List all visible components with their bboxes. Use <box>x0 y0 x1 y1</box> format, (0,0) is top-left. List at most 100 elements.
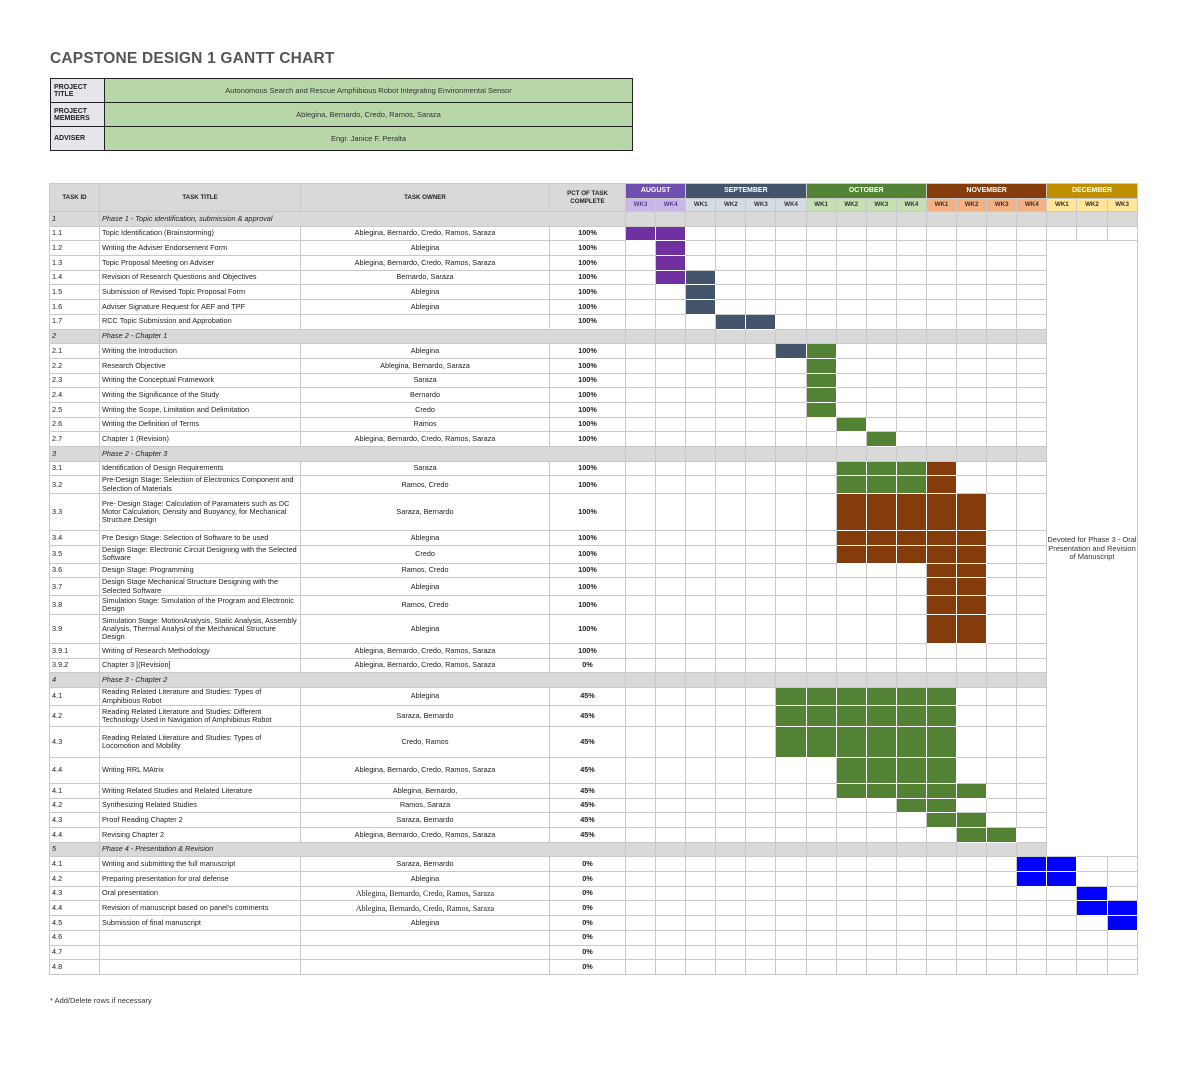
timeline-cell[interactable] <box>865 446 897 462</box>
gantt-bar[interactable] <box>835 475 867 495</box>
timeline-cell[interactable] <box>835 401 867 418</box>
timeline-cell[interactable] <box>685 643 717 659</box>
timeline-cell[interactable] <box>1016 577 1048 597</box>
task-owner[interactable]: Credo <box>300 401 550 418</box>
gantt-bar[interactable] <box>865 460 897 477</box>
gantt-bar[interactable] <box>805 725 837 758</box>
timeline-cell[interactable] <box>685 255 717 271</box>
gantt-bar[interactable] <box>865 493 897 532</box>
timeline-cell[interactable] <box>925 372 958 389</box>
timeline-cell[interactable] <box>655 614 687 645</box>
timeline-cell[interactable] <box>895 211 927 227</box>
timeline-cell[interactable] <box>986 595 1018 616</box>
gantt-bar[interactable] <box>925 614 958 645</box>
timeline-cell[interactable] <box>925 313 958 330</box>
timeline-cell[interactable] <box>925 929 958 946</box>
timeline-cell[interactable] <box>1016 372 1048 389</box>
timeline-cell[interactable] <box>745 959 777 975</box>
timeline-cell[interactable] <box>925 240 958 257</box>
timeline-cell[interactable] <box>986 530 1018 546</box>
timeline-cell[interactable] <box>895 643 927 659</box>
task-owner[interactable]: Saraza <box>300 460 550 477</box>
timeline-cell[interactable] <box>925 856 958 873</box>
timeline-cell[interactable] <box>685 211 717 227</box>
task-title[interactable]: Pre Design Stage: Selection of Software … <box>99 530 301 546</box>
pct-complete[interactable]: 100% <box>549 240 626 257</box>
timeline-cell[interactable] <box>865 284 897 301</box>
timeline-cell[interactable] <box>865 929 897 946</box>
gantt-bar[interactable] <box>956 595 988 616</box>
timeline-cell[interactable] <box>655 446 687 462</box>
timeline-cell[interactable] <box>805 475 837 495</box>
timeline-cell[interactable] <box>715 372 747 389</box>
gantt-bar[interactable] <box>685 269 717 286</box>
timeline-cell[interactable] <box>986 614 1018 645</box>
timeline-cell[interactable] <box>1016 343 1048 359</box>
timeline-cell[interactable] <box>1016 827 1048 843</box>
timeline-cell[interactable] <box>775 595 807 616</box>
timeline-cell[interactable] <box>895 446 927 462</box>
timeline-cell[interactable] <box>986 475 1018 495</box>
pct-complete[interactable]: 0% <box>549 900 626 917</box>
timeline-cell[interactable] <box>1016 240 1048 257</box>
timeline-cell[interactable] <box>835 284 867 301</box>
task-title[interactable]: Topic Proposal Meeting on Adviser <box>99 255 301 271</box>
task-title[interactable]: Identification of Design Requirements <box>99 460 301 477</box>
info-value[interactable]: Autonomous Search and Rescue Amphibious … <box>104 78 633 103</box>
timeline-cell[interactable] <box>685 687 717 706</box>
gantt-bar[interactable] <box>835 756 867 784</box>
timeline-cell[interactable] <box>624 704 657 727</box>
timeline-cell[interactable] <box>1106 211 1138 227</box>
timeline-cell[interactable] <box>685 595 717 616</box>
timeline-cell[interactable] <box>1016 959 1048 975</box>
timeline-cell[interactable] <box>805 797 837 814</box>
timeline-cell[interactable] <box>715 446 747 462</box>
timeline-cell[interactable] <box>685 240 717 257</box>
gantt-bar[interactable] <box>925 475 958 495</box>
gantt-bar[interactable] <box>956 493 988 532</box>
timeline-cell[interactable] <box>715 614 747 645</box>
gantt-bar[interactable] <box>655 225 687 242</box>
timeline-cell[interactable] <box>655 725 687 758</box>
gantt-bar[interactable] <box>835 460 867 477</box>
timeline-cell[interactable] <box>986 756 1018 784</box>
timeline-cell[interactable] <box>745 595 777 616</box>
timeline-cell[interactable] <box>986 225 1018 242</box>
timeline-cell[interactable] <box>925 343 958 359</box>
timeline-cell[interactable] <box>835 812 867 828</box>
timeline-cell[interactable] <box>986 211 1018 227</box>
timeline-cell[interactable] <box>986 797 1018 814</box>
timeline-cell[interactable] <box>925 387 958 403</box>
timeline-cell[interactable] <box>925 225 958 242</box>
timeline-cell[interactable] <box>805 460 837 477</box>
timeline-cell[interactable] <box>1016 687 1048 706</box>
timeline-cell[interactable] <box>624 915 657 931</box>
timeline-cell[interactable] <box>745 929 777 946</box>
timeline-cell[interactable] <box>655 284 687 301</box>
timeline-cell[interactable] <box>925 211 958 227</box>
timeline-cell[interactable] <box>655 756 687 784</box>
timeline-cell[interactable] <box>624 493 657 532</box>
timeline-cell[interactable] <box>775 562 807 579</box>
timeline-cell[interactable] <box>685 544 717 564</box>
timeline-cell[interactable] <box>956 657 988 674</box>
timeline-cell[interactable] <box>865 885 897 902</box>
timeline-cell[interactable] <box>745 797 777 814</box>
task-owner[interactable]: Ablegina, Bernardo, Credo, Ramos, Saraza <box>300 756 550 784</box>
pct-complete[interactable]: 0% <box>549 885 626 902</box>
task-title[interactable]: Pre- Design Stage: Calculation of Parama… <box>99 493 301 532</box>
pct-complete[interactable]: 100% <box>549 416 626 433</box>
timeline-cell[interactable] <box>865 299 897 315</box>
timeline-cell[interactable] <box>1016 544 1048 564</box>
gantt-bar[interactable] <box>865 704 897 727</box>
timeline-cell[interactable] <box>895 284 927 301</box>
timeline-cell[interactable] <box>1076 944 1108 961</box>
timeline-cell[interactable] <box>685 704 717 727</box>
timeline-cell[interactable] <box>685 401 717 418</box>
timeline-cell[interactable] <box>745 841 777 858</box>
task-title[interactable]: Oral presentation <box>99 885 301 902</box>
timeline-cell[interactable] <box>956 284 988 301</box>
timeline-cell[interactable] <box>1106 944 1138 961</box>
timeline-cell[interactable] <box>925 401 958 418</box>
timeline-cell[interactable] <box>805 544 837 564</box>
